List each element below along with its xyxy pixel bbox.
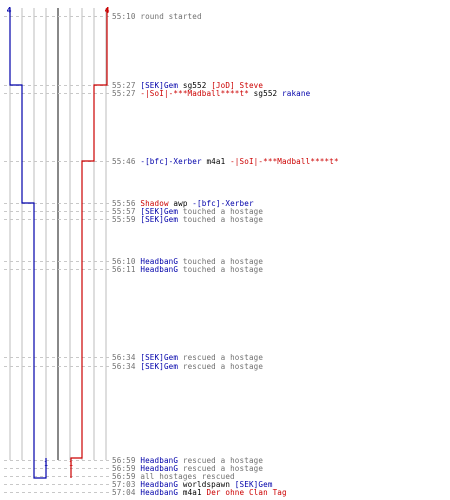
event-text-part: HeadbanG: [140, 257, 179, 266]
event-time: 56:34: [112, 362, 136, 371]
event-text-part: all hostages rescued: [140, 472, 235, 481]
event-row: 55:27 -|SoI|-***Madball****t* sg552 raka…: [112, 89, 310, 98]
event-text-part: [SEK]Gem: [140, 207, 179, 216]
event-row: 56:11 HeadbanG touched a hostage: [112, 265, 263, 274]
event-text-part: -[bfc]-Xerber: [140, 157, 202, 166]
event-text-part: [SEK]Gem: [140, 81, 179, 90]
event-text-part: touched a hostage: [178, 215, 264, 224]
event-row: 56:34 [SEK]Gem rescued a hostage: [112, 362, 263, 371]
event-text-part: [SEK]Gem: [140, 353, 179, 362]
event-text-part: -|SoI|-***Madball****t*: [140, 89, 249, 98]
event-text-part: HeadbanG: [140, 265, 179, 274]
event-text-part: touched a hostage: [178, 265, 264, 274]
event-text-part: Shadow: [140, 199, 169, 208]
event-text-part: [SEK]Gem: [140, 362, 179, 371]
event-row: 55:27 [SEK]Gem sg552 [JoD] Steve: [112, 81, 263, 90]
event-time: 57:04: [112, 488, 136, 497]
red-team-score: 4: [105, 6, 110, 15]
event-row: 56:34 [SEK]Gem rescued a hostage: [112, 353, 263, 362]
event-time: 55:27: [112, 89, 136, 98]
event-text-part: sg552: [248, 89, 283, 98]
event-text-part: rescued a hostage: [178, 464, 264, 473]
event-text-part: worldspawn: [178, 480, 235, 489]
event-text-part: HeadbanG: [140, 456, 179, 465]
event-row: 56:59 all hostages rescued: [112, 472, 235, 481]
event-row: 56:10 HeadbanG touched a hostage: [112, 257, 263, 266]
blue-team-score: 4: [7, 6, 12, 15]
event-row: 56:59 HeadbanG rescued a hostage: [112, 456, 263, 465]
event-text-part: -[bfc]-Xerber: [192, 199, 254, 208]
event-row: 56:59 HeadbanG rescued a hostage: [112, 464, 263, 473]
red-team-alive-line: [70, 8, 108, 478]
event-row: 57:03 HeadbanG worldspawn [SEK]Gem: [112, 480, 273, 489]
event-text-part: [SEK]Gem: [140, 215, 179, 224]
event-time: 56:59: [112, 472, 136, 481]
event-row: 55:57 [SEK]Gem touched a hostage: [112, 207, 263, 216]
event-row: 55:46 -[bfc]-Xerber m4a1 -|SoI|-***Madba…: [112, 157, 339, 166]
event-time: 56:11: [112, 265, 136, 274]
event-text-part: HeadbanG: [140, 480, 179, 489]
event-text-part: sg552: [178, 81, 212, 90]
event-text-part: rakane: [282, 89, 311, 98]
event-time: 57:03: [112, 480, 136, 489]
blue-last-count-label: 1: [44, 460, 48, 468]
red-last-count-label: 1: [69, 460, 73, 468]
event-text-part: m4a1: [201, 157, 231, 166]
event-row: 55:10 round started: [112, 12, 202, 21]
event-text-part: touched a hostage: [178, 257, 264, 266]
event-time: 55:57: [112, 207, 136, 216]
event-row: 55:59 [SEK]Gem touched a hostage: [112, 215, 263, 224]
event-time: 56:34: [112, 353, 136, 362]
event-time: 56:59: [112, 456, 136, 465]
event-text-part: HeadbanG: [140, 488, 179, 497]
event-text-part: [JoD] Steve: [211, 81, 264, 90]
event-time: 55:59: [112, 215, 136, 224]
event-text-part: rescued a hostage: [178, 456, 264, 465]
event-text-part: rescued a hostage: [178, 362, 264, 371]
blue-team-alive-line: [9, 8, 47, 479]
event-text-part: awp: [168, 199, 193, 208]
event-time: 55:27: [112, 81, 136, 90]
event-time: 55:46: [112, 157, 136, 166]
event-text-part: HeadbanG: [140, 464, 179, 473]
event-time: 55:56: [112, 199, 136, 208]
event-time: 56:59: [112, 464, 136, 473]
event-time: 56:10: [112, 257, 136, 266]
event-text-part: Der ohne Clan Tag: [206, 488, 287, 497]
event-row: 55:56 Shadow awp -[bfc]-Xerber: [112, 199, 254, 208]
player-lanes: [9, 8, 107, 460]
event-text-part: round started: [140, 12, 202, 21]
event-text-part: m4a1: [178, 488, 207, 497]
event-text-part: touched a hostage: [178, 207, 264, 216]
event-text-part: [SEK]Gem: [234, 480, 273, 489]
event-text-part: rescued a hostage: [178, 353, 264, 362]
event-row: 57:04 HeadbanG m4a1 Der ohne Clan Tag: [112, 488, 287, 497]
event-time: 55:10: [112, 12, 136, 21]
event-text-part: -|SoI|-***Madball****t*: [230, 157, 339, 166]
